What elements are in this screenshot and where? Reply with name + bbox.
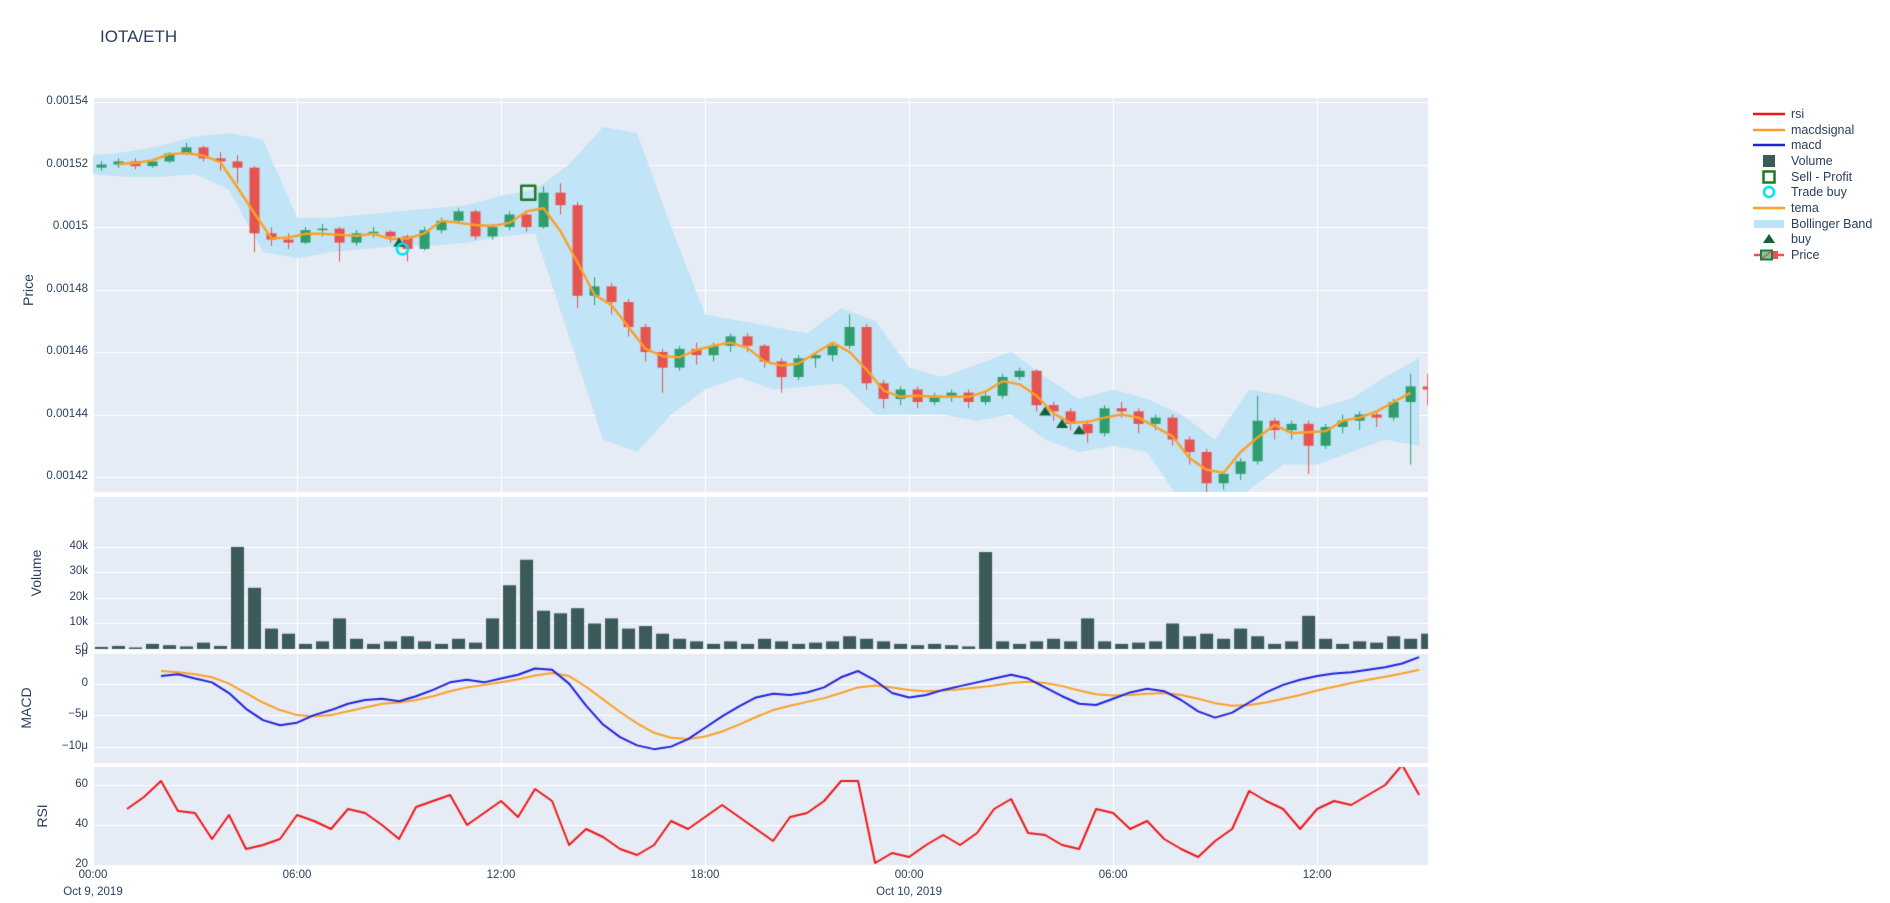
x-tick-label: 18:00 xyxy=(690,869,720,881)
square-fill-legend-icon xyxy=(1750,154,1788,168)
legend-item-label: Volume xyxy=(1791,153,1833,168)
price-tick-label: 0.00148 xyxy=(46,282,88,295)
x-tick-label: 06:00 xyxy=(1098,869,1128,881)
legend-item-macdsignal[interactable]: macdsignal xyxy=(1750,122,1872,138)
volume-tick-label: 30k xyxy=(69,565,88,578)
square-open-legend-icon xyxy=(1750,169,1788,184)
legend-item-label: macdsignal xyxy=(1791,122,1855,137)
x-tick-label: 12:00 xyxy=(486,869,516,881)
macd-tick-label: −5μ xyxy=(68,708,88,721)
rsi-tick-label: 60 xyxy=(75,778,88,790)
macd-tick-label: −10μ xyxy=(61,739,88,752)
circle-open-legend-icon xyxy=(1750,185,1788,199)
legend-item-label: rsi xyxy=(1791,106,1805,121)
line-legend-icon xyxy=(1750,201,1788,215)
legend-item-macd[interactable]: macd xyxy=(1750,137,1872,153)
price-tick-label: 0.00144 xyxy=(46,407,88,420)
band-legend-icon xyxy=(1750,217,1788,231)
legend-item-bollinger-band[interactable]: Bollinger Band xyxy=(1750,216,1872,232)
price-tick-label: 0.00142 xyxy=(46,470,88,482)
x-tick-label: 00:00 xyxy=(894,869,924,881)
legend-item-trade-buy[interactable]: Trade buy xyxy=(1750,184,1872,200)
legend-item-rsi[interactable]: rsi xyxy=(1750,106,1872,122)
x-tick-label: 06:00 xyxy=(282,869,312,881)
candle-legend-icon xyxy=(1750,248,1788,262)
rsi-tick-label: 40 xyxy=(75,818,88,830)
x-tick-label: 00:00 xyxy=(78,869,108,881)
legend-item-label: Sell - Profit xyxy=(1791,169,1853,184)
price-tick-label: 0.00152 xyxy=(46,157,88,170)
price-tick-label: 0.0015 xyxy=(52,220,88,233)
legend-item-buy[interactable]: buy xyxy=(1750,232,1872,248)
legend-item-tema[interactable]: tema xyxy=(1750,200,1872,216)
macd-tick-label: 5μ xyxy=(74,645,88,658)
legend-item-label: buy xyxy=(1791,232,1812,247)
page-title: IOTA/ETH xyxy=(100,27,178,46)
x-tick-label: 12:00 xyxy=(1302,869,1332,881)
price-tick-label: 0.00146 xyxy=(46,345,88,358)
volume-tick-label: 20k xyxy=(69,590,88,603)
legend-item-price[interactable]: Price xyxy=(1750,247,1872,263)
volume-tick-label: 40k xyxy=(69,539,88,552)
line-legend-icon xyxy=(1750,107,1788,121)
rsi-tick-label: 20 xyxy=(75,858,88,870)
legend-item-label: tema xyxy=(1791,200,1819,215)
legend: rsi macdsignal macd Volume Sell - Profit Trad… xyxy=(1750,106,1872,263)
legend-item-label: macd xyxy=(1791,138,1822,153)
line-legend-icon xyxy=(1750,123,1788,137)
x-date-label: Oct 9, 2019 xyxy=(63,886,123,898)
legend-item-label: Trade buy xyxy=(1791,185,1847,200)
legend-item-label: Price xyxy=(1791,248,1820,263)
legend-item-label: Bollinger Band xyxy=(1791,216,1873,231)
triangle-legend-icon xyxy=(1750,232,1788,246)
price-tick-label: 0.00154 xyxy=(46,95,88,108)
legend-item-sell-profit[interactable]: Sell - Profit xyxy=(1750,169,1872,185)
line-legend-icon xyxy=(1750,138,1788,152)
macd-tick-label: 0 xyxy=(81,676,88,689)
legend-item-volume[interactable]: Volume xyxy=(1750,153,1872,169)
volume-tick-label: 10k xyxy=(69,616,88,629)
volume-tick-label: 0 xyxy=(81,642,88,654)
x-date-label: Oct 10, 2019 xyxy=(876,886,943,898)
